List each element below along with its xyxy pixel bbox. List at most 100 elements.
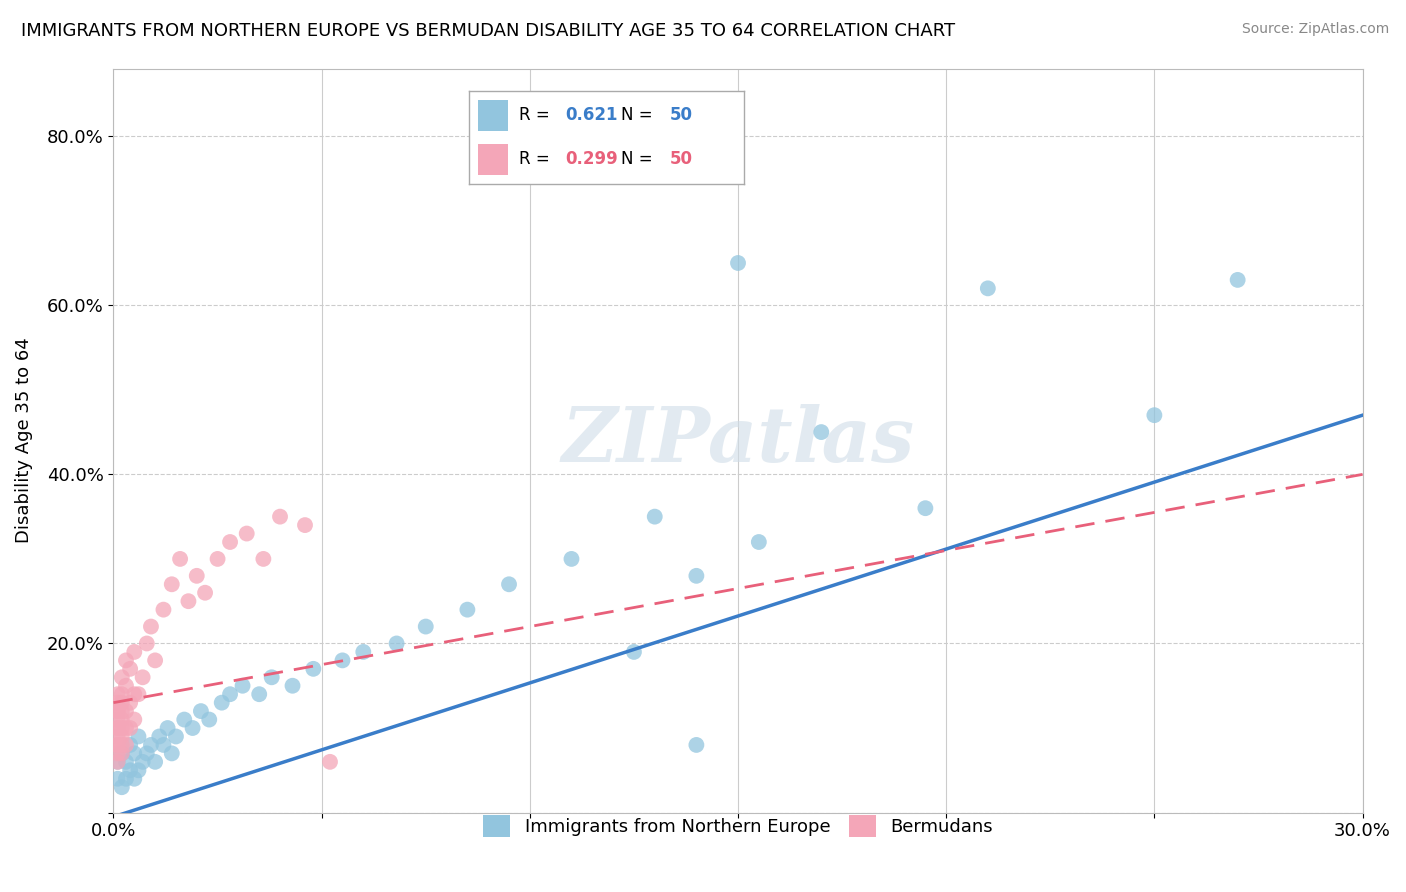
Point [810,425,832,439]
Point [139,619,162,633]
Point [124,687,146,701]
Point [111,747,134,761]
Point [107,730,129,744]
Point [219,535,242,549]
Point [120,696,142,710]
Point [131,670,153,684]
Text: IMMIGRANTS FROM NORTHERN EUROPE VS BERMUDAN DISABILITY AGE 35 TO 64 CORRELATION : IMMIGRANTS FROM NORTHERN EUROPE VS BERMU… [21,22,955,40]
Point [727,256,749,270]
Text: Source: ZipAtlas.com: Source: ZipAtlas.com [1241,22,1389,37]
Point [186,569,208,583]
Point [143,653,166,667]
Point [281,679,304,693]
Point [181,721,204,735]
Point [115,704,138,718]
Legend: Immigrants from Northern Europe, Bermudans: Immigrants from Northern Europe, Bermuda… [477,808,1000,845]
Point [169,552,191,566]
Point [190,704,212,718]
Point [914,501,936,516]
Point [385,636,408,650]
Point [131,755,153,769]
Point [156,721,179,735]
Point [107,738,129,752]
Point [107,713,129,727]
Point [111,687,134,701]
Point [173,713,195,727]
Point [135,636,157,650]
Point [107,755,129,769]
Point [111,696,134,710]
Point [235,526,257,541]
Point [120,764,142,778]
Point [232,679,254,693]
Point [269,509,291,524]
Point [107,755,129,769]
Point [115,679,138,693]
Point [685,738,707,752]
Point [1143,408,1166,422]
Point [247,687,270,701]
Point [124,645,146,659]
Point [124,747,146,761]
Text: ZIPatlas: ZIPatlas [561,403,914,477]
Point [111,670,134,684]
Point [115,738,138,752]
Point [211,696,233,710]
Point [498,577,520,591]
Point [748,535,770,549]
Point [127,764,149,778]
Point [115,721,138,735]
Point [107,738,129,752]
Point [107,772,129,786]
Point [415,619,437,633]
Point [124,772,146,786]
Point [560,552,582,566]
Point [143,755,166,769]
Point [165,730,187,744]
Point [252,552,274,566]
Point [107,696,129,710]
Point [207,552,229,566]
Point [1226,273,1249,287]
Point [219,687,242,701]
Point [456,602,478,616]
Point [120,738,142,752]
Point [177,594,200,608]
Point [198,713,221,727]
Point [127,687,149,701]
Point [160,577,183,591]
Point [352,645,374,659]
Point [111,713,134,727]
Point [111,780,134,795]
Point [332,653,354,667]
Point [120,662,142,676]
Point [148,730,170,744]
Y-axis label: Disability Age 35 to 64: Disability Age 35 to 64 [15,338,32,543]
Point [111,747,134,761]
Point [111,730,134,744]
Point [107,704,129,718]
Point [302,662,325,676]
Point [124,713,146,727]
Point [107,721,129,735]
Point [127,730,149,744]
Point [319,755,342,769]
Point [194,586,217,600]
Point [294,518,316,533]
Point [107,747,129,761]
Point [111,704,134,718]
Point [135,747,157,761]
Point [139,738,162,752]
Point [160,747,183,761]
Point [111,738,134,752]
Point [260,670,283,684]
Point [120,721,142,735]
Point [623,645,645,659]
Point [685,569,707,583]
Point [644,509,666,524]
Point [152,738,174,752]
Point [977,281,1000,295]
Point [107,687,129,701]
Point [152,602,174,616]
Point [107,704,129,718]
